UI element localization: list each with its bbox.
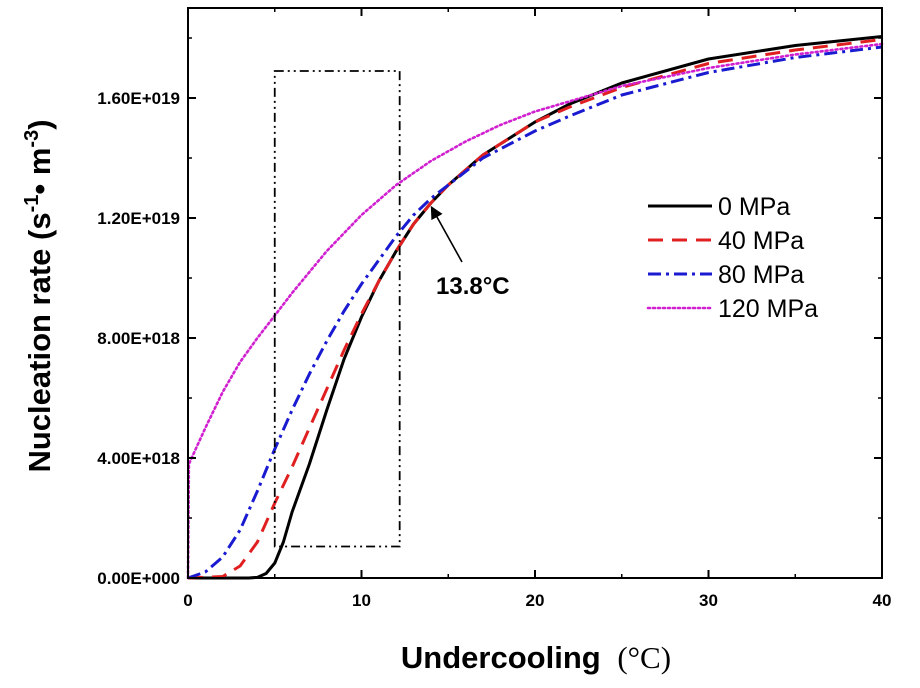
annotation-13-8: 13.8°C xyxy=(430,205,510,300)
x-tick-label: 20 xyxy=(526,591,545,610)
x-axis-title-unit: (°C) xyxy=(617,640,671,675)
y-axis-title-mid: • m xyxy=(22,148,57,195)
x-axis-title: Undercooling (°C) xyxy=(401,640,671,675)
highlight-box xyxy=(273,70,401,548)
x-tick-label: 40 xyxy=(873,591,892,610)
y-axis-title-sup2: -3 xyxy=(21,130,43,148)
annotation-label: 13.8°C xyxy=(436,273,510,300)
y-tick-label: 1.60E+019 xyxy=(97,89,180,108)
y-tick-label: 1.20E+019 xyxy=(97,209,180,228)
legend-label-0: 0 MPa xyxy=(718,193,790,221)
x-axis-title-main: Undercooling xyxy=(401,640,601,675)
y-axis-title-end: ) xyxy=(22,119,57,129)
legend: 0 MPa 40 MPa 80 MPa 120 MPa xyxy=(646,193,818,323)
ticks-layer: 0 10 20 30 40 0.00E+000 4.00E+018 8.00E+018 1.20… xyxy=(97,8,891,610)
y-tick-label: 8.00E+018 xyxy=(97,329,180,348)
legend-label-3: 120 MPa xyxy=(718,295,818,323)
y-axis-title-sup1: -1 xyxy=(21,195,43,213)
series-line-3 xyxy=(186,42,884,580)
x-tick-label: 30 xyxy=(699,591,718,610)
series-line-1 xyxy=(187,38,883,580)
series-layer xyxy=(186,35,884,580)
annotation-arrow xyxy=(430,205,463,263)
y-tick-label: 4.00E+018 xyxy=(97,449,180,468)
x-tick-label: 10 xyxy=(352,591,371,610)
y-axis-title: Nucleation rate (s-1• m-3) xyxy=(21,119,57,472)
y-axis-title-main: Nucleation rate (s xyxy=(22,212,57,472)
legend-label-1: 40 MPa xyxy=(718,227,804,255)
y-tick-label: 0.00E+000 xyxy=(97,569,180,588)
legend-label-2: 80 MPa xyxy=(718,261,804,289)
x-tick-label: 0 xyxy=(183,591,192,610)
